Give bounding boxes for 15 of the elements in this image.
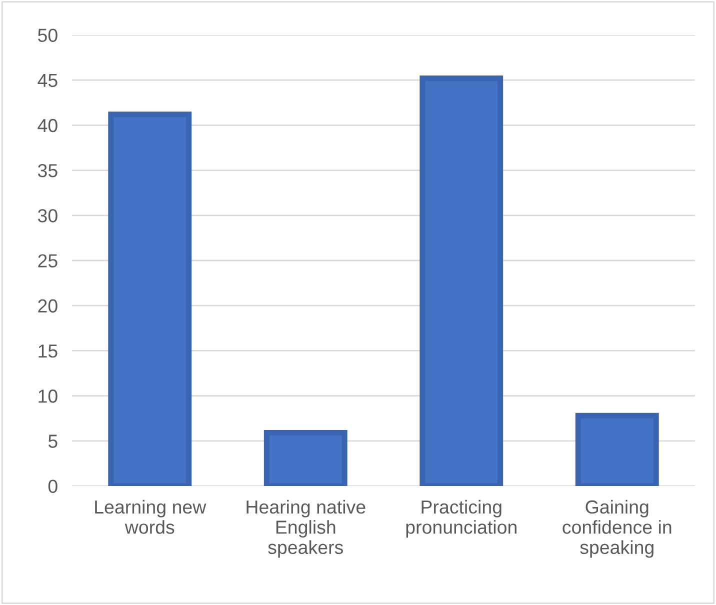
x-tick-label: Hearing native English speakers (246, 500, 366, 558)
x-tick-label: Learning new words (95, 500, 206, 534)
y-tick-label: 40 (38, 118, 58, 132)
y-tick-label: 0 (48, 480, 58, 493)
y-tick-label: 50 (38, 28, 58, 42)
y-tick-label: 45 (38, 74, 58, 88)
y-tick-label: 20 (38, 299, 58, 313)
y-tick-label: 35 (38, 164, 58, 178)
y-tick-label: 15 (38, 344, 58, 358)
y-tick-label: 5 (48, 434, 58, 448)
x-tick-label: Gaining confidence in speaking (562, 500, 672, 558)
y-tick-label: 10 (38, 390, 58, 403)
x-tick-label: Practicing pronunciation (406, 500, 516, 538)
y-tick-label: 25 (38, 254, 58, 268)
y-tick-label: 30 (38, 209, 58, 222)
